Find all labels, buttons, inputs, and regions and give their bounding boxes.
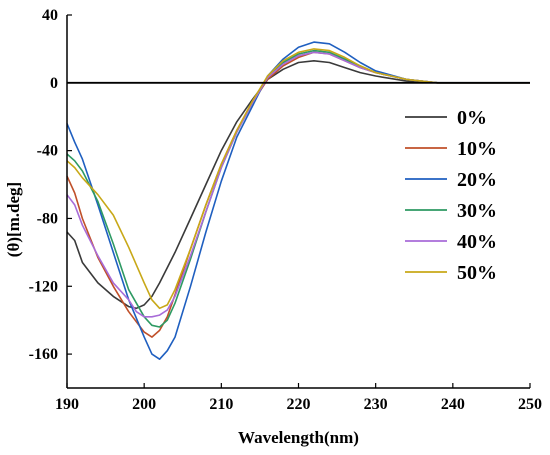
legend-label: 50% <box>457 262 497 284</box>
y-tick-label: -80 <box>37 210 58 227</box>
x-tick-label: 240 <box>441 396 465 413</box>
legend-item: 40% <box>405 231 497 253</box>
legend-item: 50% <box>405 262 497 284</box>
legend-item: 0% <box>405 107 487 129</box>
legend-label: 10% <box>457 138 497 160</box>
series-line-40pct <box>66 51 530 318</box>
legend-item: 20% <box>405 169 497 191</box>
y-tick-label: -120 <box>29 278 58 295</box>
legend: 0% 10% 20% 30% 40% 50% <box>405 107 497 284</box>
series-line-0pct <box>66 60 530 310</box>
legend-label: 0% <box>457 107 487 129</box>
legend-item: 30% <box>405 200 497 222</box>
y-tick-label: 40 <box>42 7 58 24</box>
x-tick-label: 220 <box>287 396 311 413</box>
y-tick-label: -160 <box>29 346 58 363</box>
x-axis-title: Wavelength(nm) <box>238 428 359 447</box>
plot-area <box>66 41 530 360</box>
series-line-10pct <box>66 51 530 338</box>
x-tick-label: 200 <box>132 396 156 413</box>
series-line-50pct <box>66 48 530 310</box>
x-tick-label: 250 <box>518 396 542 413</box>
y-tick-label: 0 <box>50 75 58 92</box>
legend-label: 30% <box>457 200 497 222</box>
y-tick-label: -40 <box>37 143 58 160</box>
y-axis-title: (θ)[m.deg] <box>4 182 23 257</box>
legend-label: 40% <box>457 231 497 253</box>
legend-label: 20% <box>457 169 497 191</box>
series-line-20pct <box>66 41 530 360</box>
x-tick-label: 210 <box>209 396 233 413</box>
x-tick-label: 230 <box>364 396 388 413</box>
x-tick-label: 190 <box>55 396 79 413</box>
axes: 190 200 210 220 230 240 250 40 0 -40 -80 -120 -160 <box>29 7 542 413</box>
legend-item: 10% <box>405 138 497 160</box>
